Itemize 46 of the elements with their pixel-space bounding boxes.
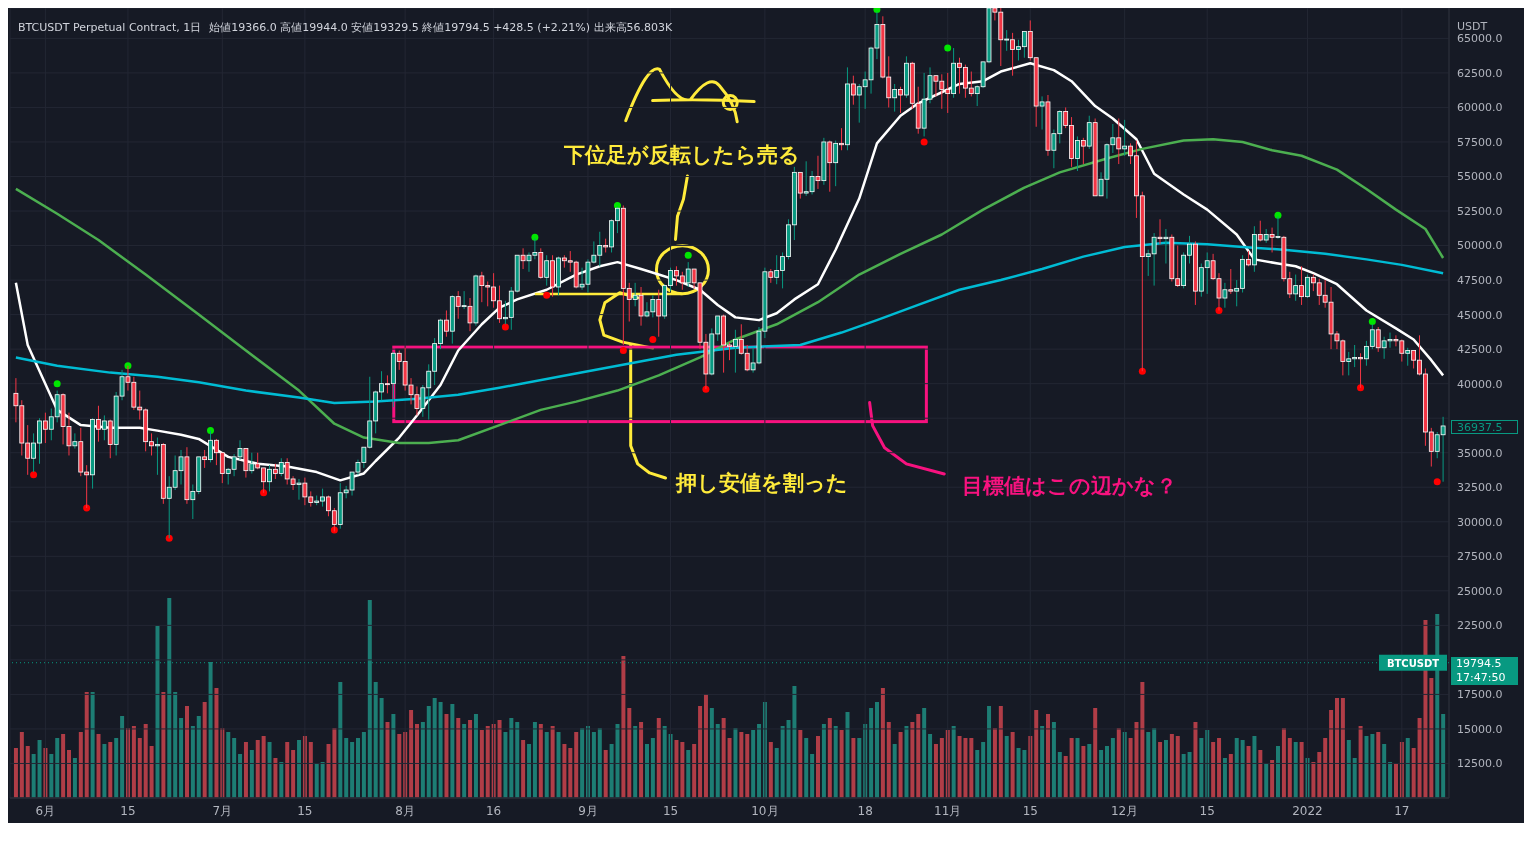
x-tick-label: 6月 <box>35 803 56 818</box>
x-tick-label: 2022 <box>1292 803 1323 818</box>
y-tick-label: 65000.0 <box>1457 32 1503 46</box>
y-tick-label: 40000.0 <box>1457 377 1503 391</box>
x-tick-label: 17 <box>1394 803 1410 818</box>
text: 始値19366.0 高値19944.0 安値19329.5 終値19794.5 +428.5 (+2.21%) 出来高56.803K <box>209 21 673 34</box>
x-tick-label: 15 <box>1199 803 1215 818</box>
x-tick-label: 9月 <box>578 803 598 818</box>
text: BTCUSDT Perpetual Contract, 1日 <box>18 21 202 34</box>
text: 36937.5 <box>1451 419 1518 434</box>
text: 17:47:50 <box>1451 671 1518 686</box>
x-tick-label: 15 <box>662 803 679 818</box>
y-tick-label: 25000.0 <box>1457 584 1503 598</box>
y-tick-label: 50000.0 <box>1457 239 1503 253</box>
y-tick-label: 30000.0 <box>1457 515 1503 529</box>
y-tick-label: 52500.0 <box>1457 204 1503 218</box>
y-tick-label: 42500.0 <box>1457 343 1503 357</box>
y-tick-label: 47500.0 <box>1457 273 1503 287</box>
x-tick-label: 11月 <box>934 803 962 818</box>
y-tick-label: 55000.0 <box>1457 170 1503 184</box>
text: 19794.5 <box>1451 657 1518 672</box>
x-tick-label: 10月 <box>751 803 779 818</box>
y-tick-label: 12500.0 <box>1457 757 1503 771</box>
y-tick-label: 27500.0 <box>1457 550 1503 564</box>
x-tick-label: 18 <box>857 803 873 818</box>
y-tick-label: 35000.0 <box>1457 446 1503 460</box>
annotation: 目標値はこの辺かな？ <box>962 473 1178 500</box>
x-tick-label: 15 <box>120 803 136 818</box>
ref-line-label: BTCUSDT <box>1386 657 1440 669</box>
x-tick-label: 15 <box>297 803 313 818</box>
y-axis-title: USDT <box>1457 20 1488 33</box>
x-tick-label: 16 <box>485 803 502 818</box>
x-tick-label: 7月 <box>212 803 233 818</box>
y-tick-label: 60000.0 <box>1457 101 1503 115</box>
y-tick-label: 57500.0 <box>1457 135 1503 149</box>
y-tick-label: 15000.0 <box>1457 722 1503 736</box>
y-tick-label: 45000.0 <box>1457 308 1503 322</box>
x-tick-label: 15 <box>1022 803 1038 818</box>
y-tick-label: 17500.0 <box>1457 688 1503 702</box>
x-tick-label: 8月 <box>395 803 415 818</box>
y-tick-label: 22500.0 <box>1457 619 1503 633</box>
y-tick-label: 62500.0 <box>1457 66 1503 80</box>
x-tick-label: 12月 <box>1110 803 1139 818</box>
y-tick-label: 32500.0 <box>1457 481 1503 495</box>
annotation: 押し安値を割った <box>676 470 849 497</box>
annotation: 下位足が反転したら売る <box>564 141 801 169</box>
